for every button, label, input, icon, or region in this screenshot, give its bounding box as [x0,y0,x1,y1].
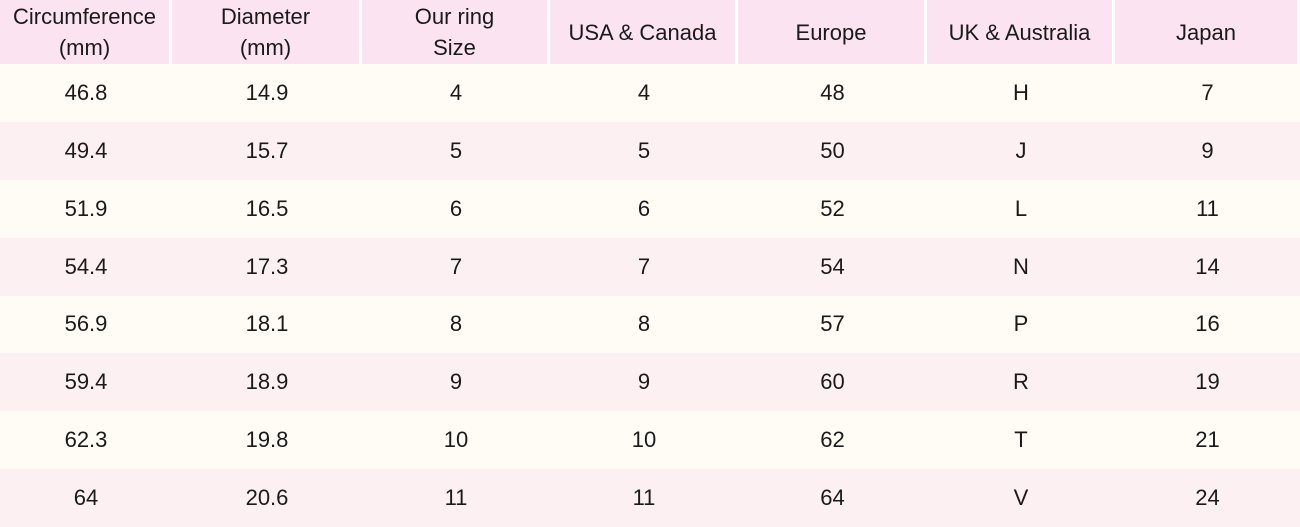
table-cell: T [927,411,1115,470]
table-cell: 46.8 [0,64,172,122]
table-cell: 56.9 [0,295,172,354]
table-cell: 10 [550,411,738,470]
table-cell: 10 [362,411,550,470]
header-text: Size [433,35,476,60]
table-cell: 6 [362,179,550,238]
table-cell: 5 [550,121,738,180]
table-cell: J [927,121,1115,180]
table-cell: 15.7 [172,121,362,180]
table-cell: 7 [550,237,738,296]
table-cell: 8 [550,295,738,354]
table-cell: 54.4 [0,237,172,296]
table-cell: 17.3 [172,237,362,296]
table-cell: 8 [362,295,550,354]
table-cell: 51.9 [0,179,172,238]
table-cell: 11 [362,469,550,527]
table-cell: 19 [1115,353,1300,412]
table-cell: V [927,469,1115,527]
table-cell: 64 [0,469,172,527]
table-cell: 49.4 [0,121,172,180]
header-cell: Circumference (mm) [0,0,172,64]
table-cell: 4 [550,64,738,122]
table-cell: 18.1 [172,295,362,354]
table-cell: 9 [1115,121,1300,180]
table-cell: 7 [1115,64,1300,122]
table-cell: H [927,64,1115,122]
header-cell: Diameter (mm) [172,0,362,64]
header-text: USA & Canada [568,19,717,45]
table-cell: 6 [550,179,738,238]
table-cell: 16.5 [172,179,362,238]
table-cell: 48 [738,64,927,122]
table-cell: 62 [738,411,927,470]
table-cell: 14 [1115,237,1300,296]
table-cell: 11 [550,469,738,527]
table-cell: 52 [738,179,927,238]
table-cell: 21 [1115,411,1300,470]
table-cell: 20.6 [172,469,362,527]
header-text: (mm) [239,35,292,60]
table-cell: 5 [362,121,550,180]
table-cell: 19.8 [172,411,362,470]
header-cell: UK & Australia [927,0,1115,64]
table-cell: 54 [738,237,927,296]
header-cell: Our ring Size [362,0,550,64]
table-cell: 57 [738,295,927,354]
header-text: Europe [795,19,867,45]
table-cell: 7 [362,237,550,296]
header-cell: USA & Canada [550,0,738,64]
table-cell: 24 [1115,469,1300,527]
header-text: Our ring [414,4,495,29]
header-text: Japan [1176,19,1236,45]
table-cell: 9 [362,353,550,412]
table-cell: P [927,295,1115,354]
header-text: (mm) [58,35,111,60]
header-cell: Europe [738,0,927,64]
table-cell: 16 [1115,295,1300,354]
header-text: UK & Australia [948,19,1091,45]
header-cell: Japan [1115,0,1300,64]
table-cell: R [927,353,1115,412]
table-cell: 9 [550,353,738,412]
table-cell: 59.4 [0,353,172,412]
header-text: Circumference [12,4,157,29]
table-cell: 50 [738,121,927,180]
table-cell: 4 [362,64,550,122]
header-text: Diameter [220,4,311,29]
table-cell: N [927,237,1115,296]
table-cell: 14.9 [172,64,362,122]
table-cell: L [927,179,1115,238]
table-cell: 64 [738,469,927,527]
table-cell: 11 [1115,179,1300,238]
table-cell: 60 [738,353,927,412]
table-cell: 18.9 [172,353,362,412]
table-cell: 62.3 [0,411,172,470]
